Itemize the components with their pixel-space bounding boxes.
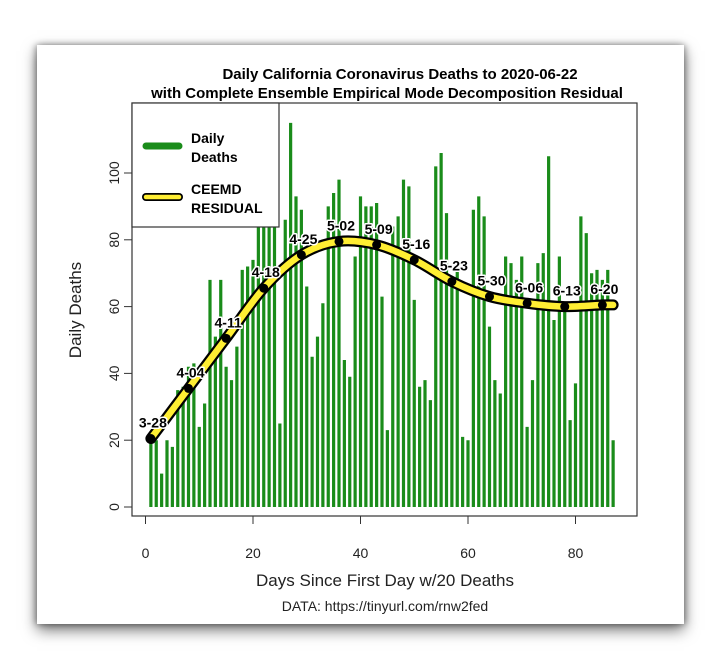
y-tick-label: 100 [106,161,122,185]
week-marker [146,434,156,444]
y-tick-label: 40 [106,365,122,381]
plot-frame [131,102,638,517]
x-axis-label: Days Since First Day w/20 Deaths [256,571,514,590]
legend-box [131,102,280,228]
legend: Daily Deaths CEEMD RESIDUAL [131,102,280,228]
data-source-label: DATA: https://tinyurl.com/rnw2fed [282,598,488,614]
date-label: 4-18 [252,264,280,280]
date-label: 5-16 [402,236,430,252]
date-label: 3-28 [139,415,167,431]
date-label: 4-11 [215,314,242,330]
week-marker [409,255,419,265]
x-tick-label: 80 [568,545,584,561]
week-marker [560,302,570,312]
date-label: 5-02 [327,217,355,233]
y-axis-label: Daily Deaths [66,262,85,358]
week-marker [221,333,231,343]
week-marker [447,277,457,287]
week-marker [334,236,344,246]
legend-label-ceemd: CEEMD [191,181,242,197]
x-tick-label: 40 [353,545,369,561]
legend-label-deaths: Deaths [191,149,238,165]
x-tick-label: 20 [245,545,261,561]
x-tick-label: 0 [142,545,150,561]
y-tick-label: 80 [106,232,122,248]
x-tick-label: 60 [460,545,476,561]
week-marker [372,240,382,250]
annotations-group: 3-28 4-04 4-11 4-18 4-25 5-02 5-09 5-16 5-23 5-30… [137,216,620,444]
chart-title: Daily California Coronavirus Deaths to 2… [222,66,577,83]
y-tick-label: 60 [106,299,122,315]
date-label: 5-23 [440,258,468,274]
chart-subtitle: with Complete Ensemble Empirical Mode De… [150,85,623,102]
week-marker [259,283,269,293]
legend-label-residual: RESIDUAL [191,200,263,216]
date-label: 4-04 [176,364,204,380]
legend-label-daily: Daily [191,130,225,146]
week-marker [184,383,193,393]
week-marker [485,292,494,302]
date-label: 5-30 [477,273,505,289]
week-marker [597,300,607,310]
date-label: 6-06 [515,279,543,295]
date-label: 5-09 [365,221,393,237]
date-label: 6-20 [590,281,618,297]
date-label: 6-13 [553,283,581,299]
y-axis: 0 20 40 60 80 100 [106,161,132,511]
y-tick-label: 20 [106,432,122,448]
week-marker [296,250,306,260]
week-marker [522,298,532,308]
bars-group [149,122,615,507]
x-axis: 0 20 40 60 80 [142,516,584,561]
date-label: 4-25 [289,231,317,247]
y-tick-label: 0 [106,503,122,511]
